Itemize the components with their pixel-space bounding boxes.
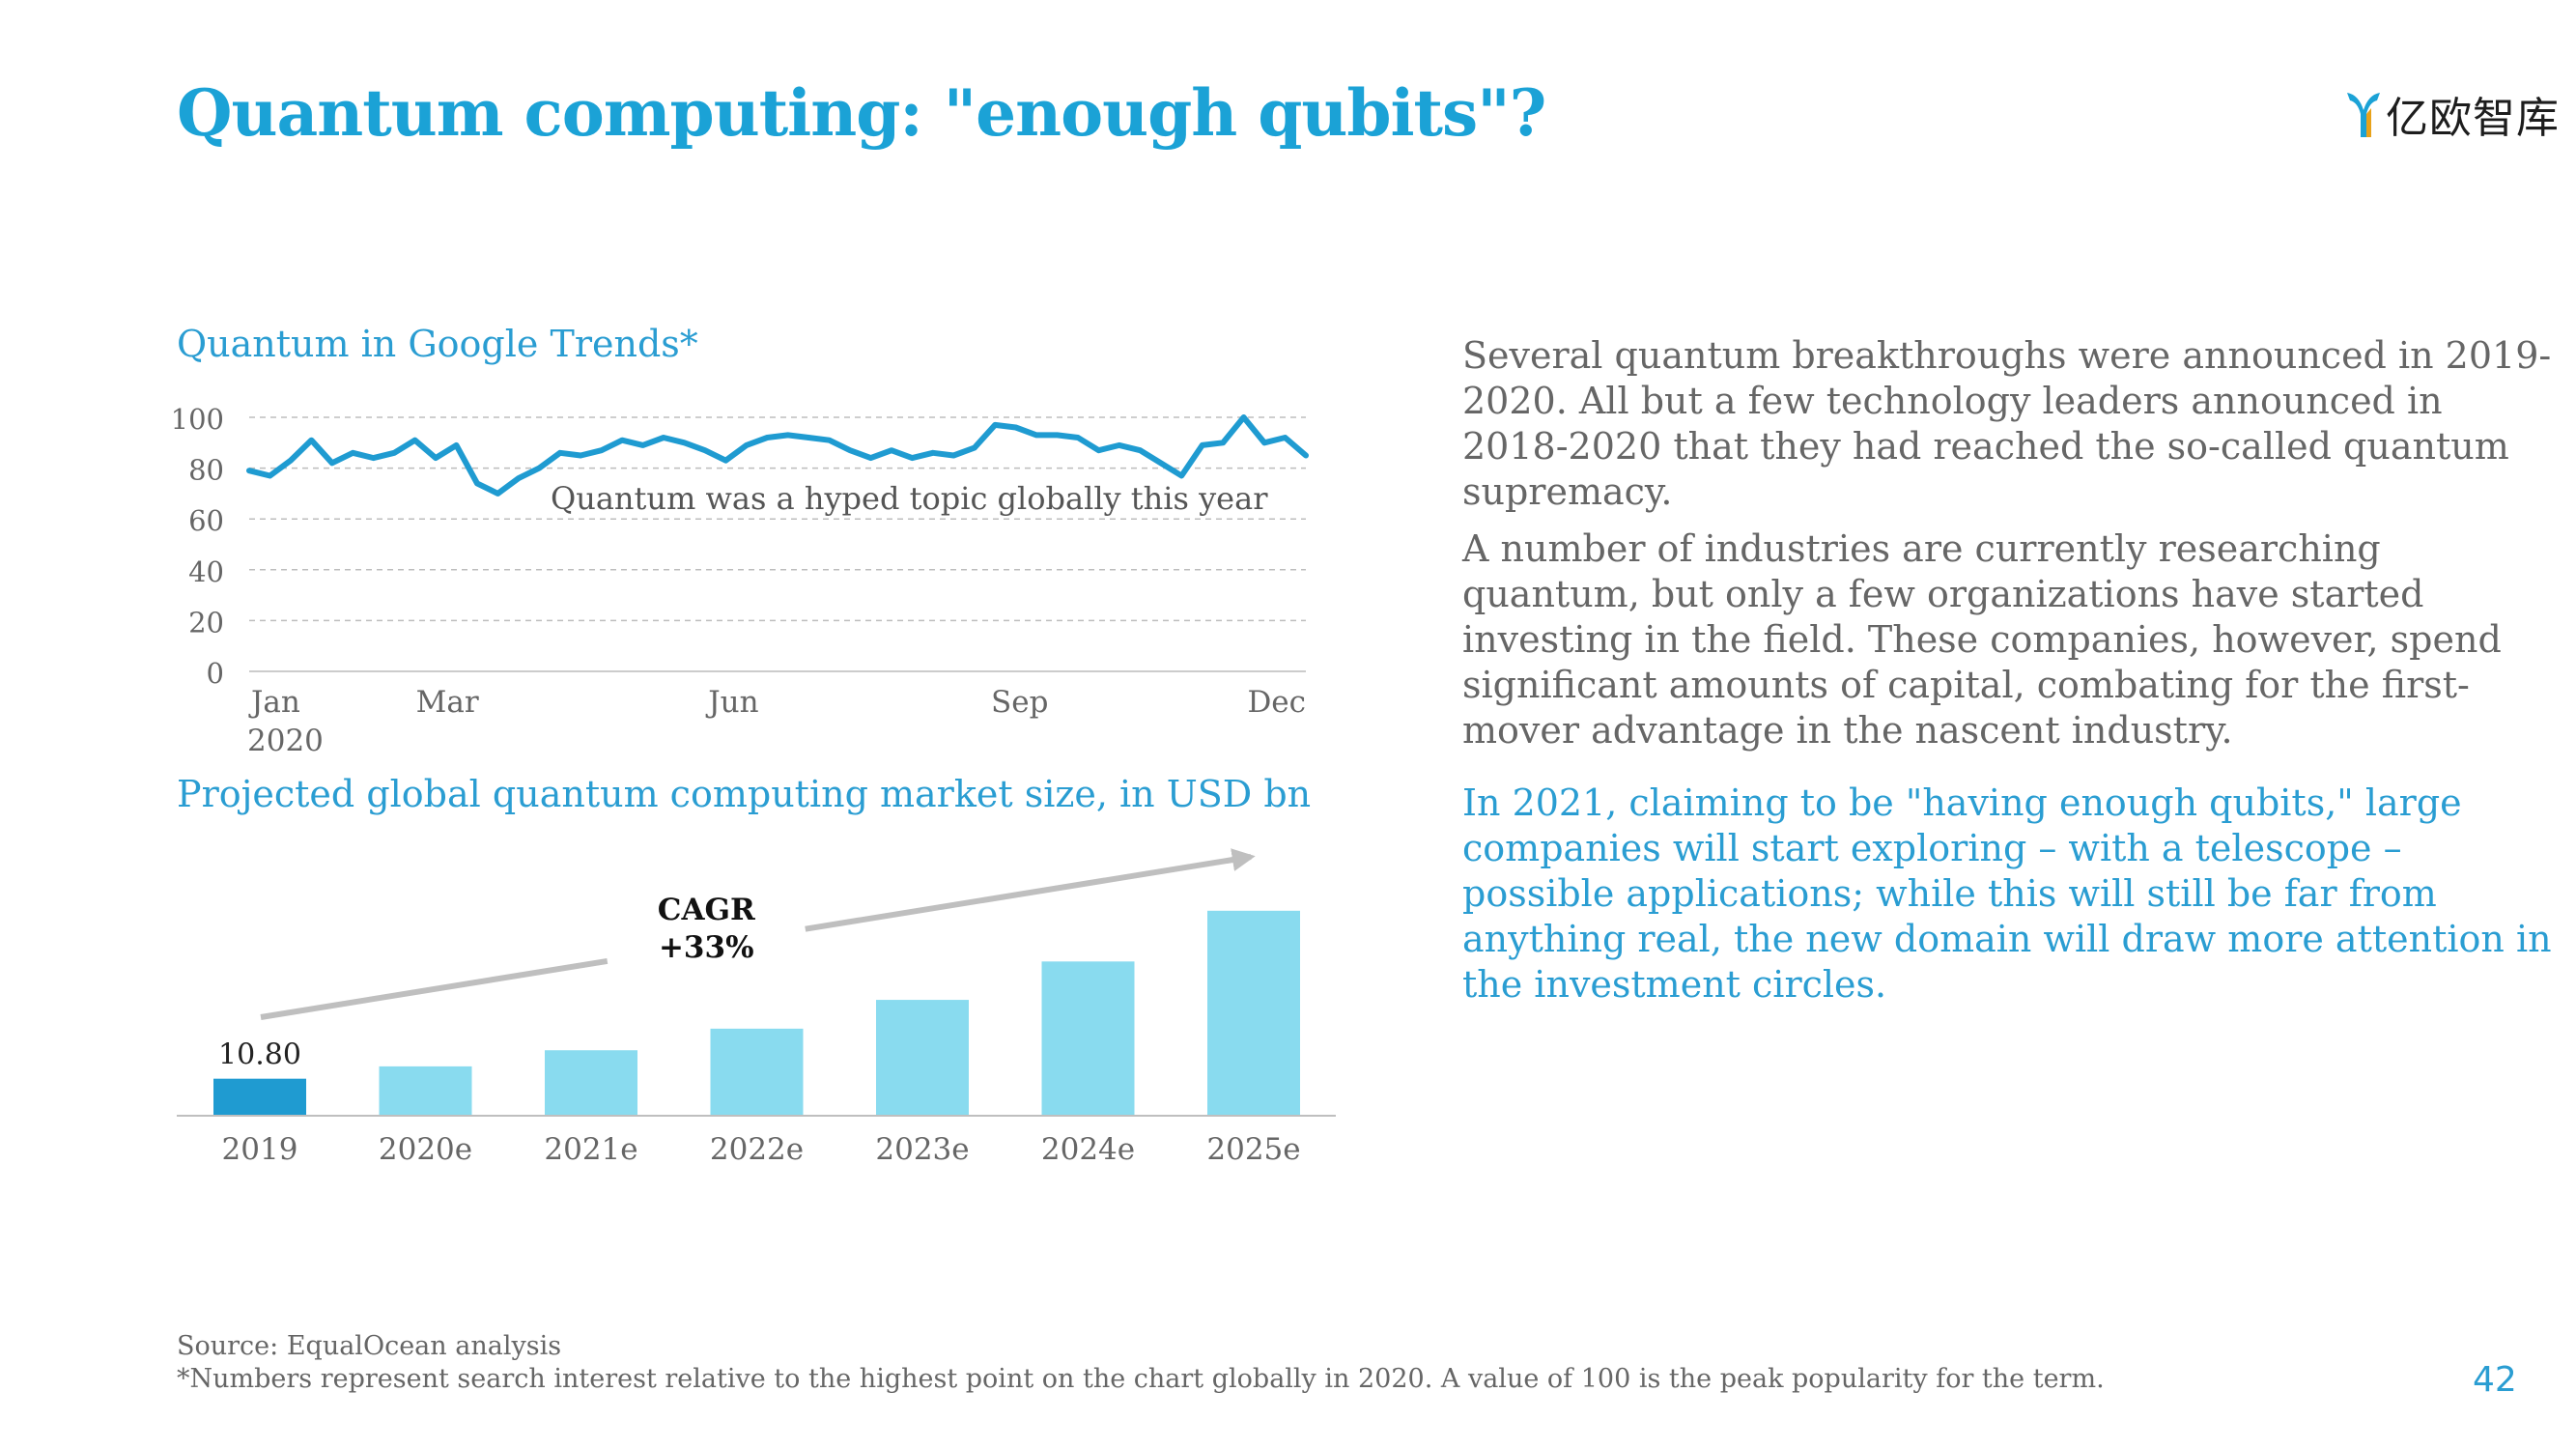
bar: [379, 1065, 472, 1116]
cagr-arrow: [805, 848, 1256, 932]
bar: [1207, 910, 1300, 1116]
logo-text: 亿欧智库: [2386, 94, 2560, 143]
trend-line: [246, 414, 1309, 497]
bar: [213, 1078, 306, 1116]
bar: [545, 1050, 637, 1116]
y-tick-label: 100: [171, 403, 224, 436]
page-title: Quantum computing: "enough qubits"?: [177, 75, 1546, 151]
page-number: 42: [2473, 1360, 2517, 1400]
logo-mark-icon: [2347, 93, 2380, 137]
x-tick-label: Mar: [416, 685, 479, 720]
footnote: *Numbers represent search interest relat…: [177, 1364, 2105, 1394]
x-tick-label: 2025e: [1206, 1132, 1300, 1167]
data-label: 10.80: [218, 1038, 301, 1072]
body-text: Several quantum breakthroughs were annou…: [1462, 333, 2554, 765]
bar: [710, 1028, 804, 1116]
x-tick-label: 2023e: [875, 1132, 969, 1167]
x-tick-label: 2020e: [379, 1132, 472, 1167]
paragraph-3: In 2021, claiming to be "having enough q…: [1462, 781, 2552, 1006]
market-chart: 2019 10.80 2020e 2021e 2022e 2023e 2024e 2025e C…: [177, 848, 1336, 1167]
paragraph-1: Several quantum breakthroughs were annou…: [1462, 334, 2552, 513]
paragraph-2: A number of industries are currently res…: [1462, 527, 2502, 752]
x-tick-label: Jun: [705, 685, 758, 720]
source-note: Source: EqualOcean analysis: [177, 1331, 562, 1361]
market-chart-title: Projected global quantum computing marke…: [177, 773, 1312, 815]
trends-chart-title: Quantum in Google Trends*: [177, 323, 698, 365]
x-tick-label: 2022e: [710, 1132, 804, 1167]
bar: [1041, 961, 1135, 1116]
y-tick-label: 80: [188, 454, 224, 487]
bar: [876, 1000, 969, 1116]
trends-chart: 0 20 40 60 80 100 Jan 2020 Mar Jun Sep Dec Quantum w…: [171, 403, 1309, 758]
x-tick-label: Sep: [991, 685, 1048, 720]
highlight-text: In 2021, claiming to be "having enough q…: [1462, 781, 2554, 1019]
x-tick-sublabel: 2020: [247, 724, 324, 758]
x-tick-label: 2019: [222, 1132, 298, 1167]
cagr-label: CAGR: [658, 893, 755, 927]
cagr-value: +33%: [659, 930, 754, 965]
x-tick-label: 2021e: [544, 1132, 637, 1167]
trend-annotation: Quantum was a hyped topic globally this …: [551, 480, 1268, 517]
y-tick-label: 40: [188, 555, 224, 588]
y-tick-label: 20: [188, 606, 224, 639]
cagr-arrow: [260, 957, 609, 1020]
logo: 亿欧智库: [2345, 83, 2560, 145]
y-tick-label: 60: [188, 504, 224, 537]
x-tick-label: Jan: [248, 685, 300, 720]
x-tick-label: Dec: [1247, 685, 1306, 720]
y-tick-label: 0: [207, 657, 224, 690]
x-tick-label: 2024e: [1041, 1132, 1135, 1167]
